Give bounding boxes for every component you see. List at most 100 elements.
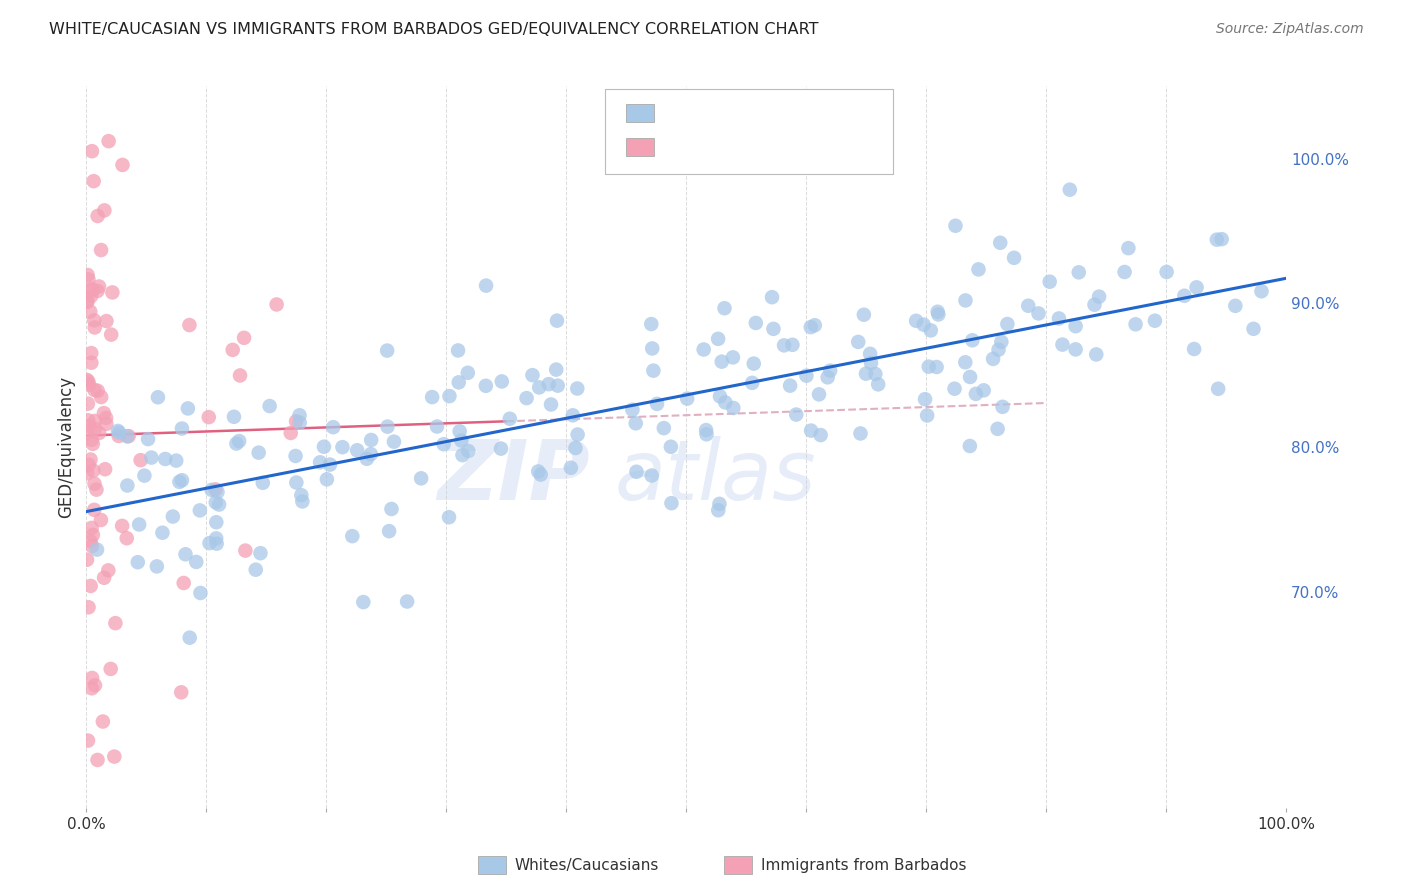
Point [136, 432, 159, 446]
Point [360, 447, 382, 461]
Point [80, 289, 103, 303]
Text: ZIP: ZIP [437, 436, 591, 516]
Point [661, 496, 683, 510]
Point [174, 547, 197, 561]
Point [1243, 322, 1265, 336]
Point [1052, 337, 1074, 351]
Point [709, 389, 731, 403]
Point [377, 419, 399, 434]
Point [198, 536, 221, 550]
Point [83, 476, 105, 491]
Point [1083, 298, 1105, 312]
Point [91, 714, 114, 729]
Point [710, 354, 733, 368]
Point [567, 427, 589, 442]
Point [76, 268, 98, 282]
Point [170, 473, 193, 487]
Point [967, 262, 990, 277]
Point [128, 517, 150, 532]
Point [80, 539, 103, 553]
Point [205, 532, 228, 546]
Point [141, 450, 163, 465]
Text: 200: 200 [811, 104, 848, 122]
Point [447, 343, 470, 358]
Point [852, 308, 875, 322]
Point [859, 347, 882, 361]
Point [93, 571, 115, 585]
Point [86, 542, 108, 557]
Point [197, 410, 219, 425]
Point [80, 144, 103, 158]
Text: atlas: atlas [614, 436, 815, 516]
Point [80, 433, 103, 447]
Point [146, 390, 169, 404]
Point [83, 383, 105, 397]
Point [1118, 241, 1140, 255]
Point [475, 379, 498, 393]
Point [927, 305, 949, 319]
Point [332, 440, 354, 454]
Point [107, 429, 129, 443]
Point [918, 359, 941, 374]
Point [547, 378, 569, 392]
Point [567, 382, 589, 396]
Point [225, 436, 247, 450]
Point [77, 375, 100, 389]
Point [76, 373, 98, 387]
Point [288, 416, 311, 430]
Point [82, 671, 104, 685]
Point [170, 685, 193, 699]
Point [449, 424, 471, 438]
Point [742, 357, 765, 371]
Point [77, 419, 100, 434]
Point [692, 343, 714, 357]
Point [659, 440, 682, 454]
Point [80, 681, 103, 696]
Point [959, 439, 981, 453]
Point [259, 399, 281, 413]
Point [499, 411, 522, 425]
Text: -0.113: -0.113 [707, 138, 769, 156]
Point [79, 579, 101, 593]
Point [108, 425, 131, 440]
Point [245, 563, 267, 577]
Point [104, 616, 127, 631]
Point [84, 678, 107, 692]
Point [83, 503, 105, 517]
Point [146, 559, 169, 574]
Point [516, 391, 538, 405]
Point [356, 451, 378, 466]
Point [115, 429, 138, 443]
Point [846, 334, 869, 349]
Point [920, 323, 942, 337]
Text: 0.822: 0.822 [707, 104, 762, 122]
Point [80, 282, 103, 296]
Point [859, 356, 882, 370]
Point [82, 437, 104, 451]
Point [1047, 311, 1070, 326]
Point [990, 334, 1012, 349]
Point [810, 428, 832, 442]
Point [782, 338, 804, 352]
Point [741, 376, 763, 390]
Point [624, 417, 647, 431]
Point [1028, 306, 1050, 320]
Point [77, 272, 100, 286]
Point [188, 503, 211, 517]
Point [290, 488, 312, 502]
Point [447, 376, 470, 390]
Point [914, 392, 936, 407]
Point [107, 424, 129, 438]
Point [626, 465, 648, 479]
Point [721, 351, 744, 365]
Point [79, 452, 101, 467]
Point [641, 468, 664, 483]
Point [77, 458, 100, 472]
Point [540, 397, 562, 411]
Point [152, 525, 174, 540]
Point [1143, 314, 1166, 328]
Point [375, 343, 398, 358]
Point [280, 425, 302, 440]
Point [82, 283, 104, 297]
Text: WHITE/CAUCASIAN VS IMMIGRANTS FROM BARBADOS GED/EQUIVALENCY CORRELATION CHART: WHITE/CAUCASIAN VS IMMIGRANTS FROM BARBA… [49, 22, 818, 37]
